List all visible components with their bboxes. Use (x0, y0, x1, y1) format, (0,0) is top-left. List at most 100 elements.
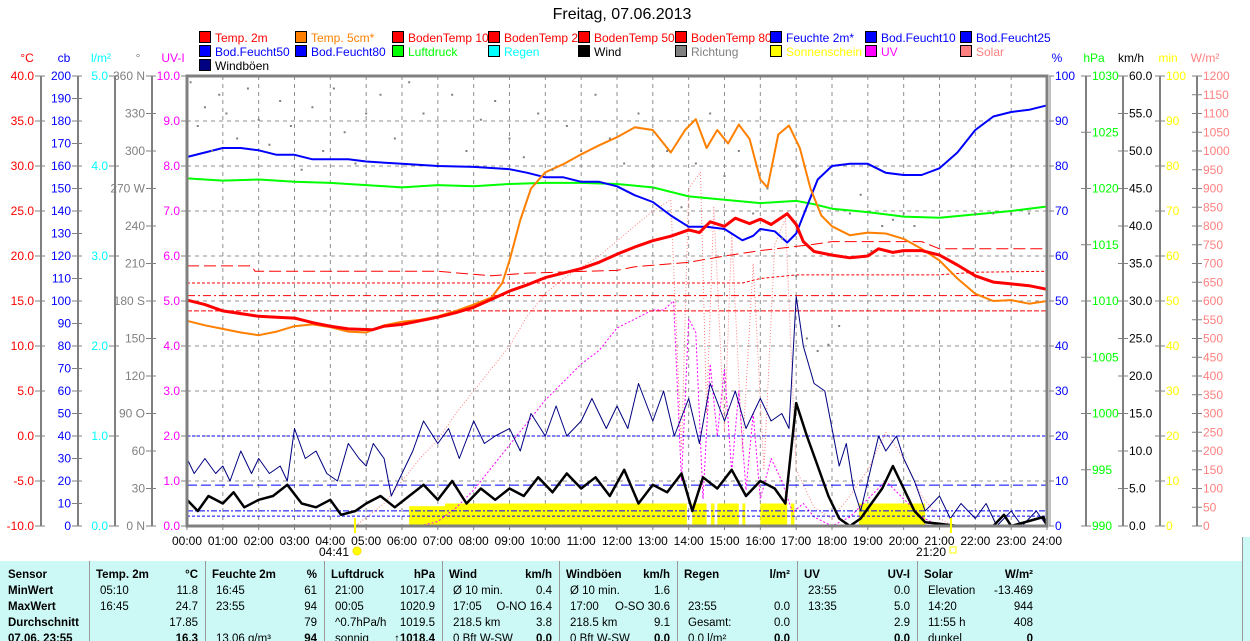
legend-item[interactable]: Solar (960, 45, 1004, 59)
legend-label: Luftdruck (408, 45, 458, 59)
legend-label: Temp. 2m (215, 31, 268, 45)
table-cell-text: 218.5 km (453, 617, 501, 629)
wm2-tick-label: 500 (1203, 332, 1223, 346)
wm2-tick-label: 350 (1203, 388, 1223, 402)
cb-tick-label: 160 (51, 159, 71, 173)
table-cell-text: 17:00 (570, 601, 599, 613)
c-tick-label: 40.0 (11, 69, 35, 83)
pct-tick-label: 10 (1055, 474, 1069, 488)
table-cell-value: 5.0 (894, 601, 910, 613)
table-column: UV UV-I 23:55 0.0 13:35 5.0 2.9 0.0 (797, 561, 918, 641)
legend-item[interactable]: Feuchte 2m* (770, 31, 854, 45)
c-tick-label: 35.0 (11, 114, 35, 128)
richtung-point (211, 150, 214, 152)
deg-tick-label: 360 N (113, 69, 145, 83)
lm2-tick-label: 2.0 (91, 339, 108, 353)
hpa-tick-label: 990 (1092, 519, 1112, 533)
richtung-point (268, 143, 271, 146)
table-cell-value: 0.0 (536, 633, 552, 641)
legend-item[interactable]: Bod.Feucht25 (960, 31, 1051, 45)
wm2-tick-label: 150 (1203, 463, 1223, 477)
table-cell-value: 3.8 (536, 617, 552, 629)
richtung-point (522, 156, 525, 159)
legend-item[interactable]: Temp. 5cm* (295, 31, 374, 45)
x-tick-label: 05:00 (351, 534, 381, 548)
column-unit: UV-I (887, 569, 910, 581)
deg-tick-label: 330 (125, 107, 145, 121)
kmh-tick-label: 45.0 (1129, 182, 1153, 196)
legend-item[interactable]: Bod.Feucht50 (199, 45, 290, 59)
x-tick-label: 15:00 (709, 534, 739, 548)
table-cell-text: 23:55 (216, 601, 245, 613)
legend-label: Bod.Feucht80 (311, 45, 386, 59)
table-cell-text: ^0.7hPa/h (335, 617, 387, 629)
min-tick-label: 50 (1166, 294, 1180, 308)
x-tick-label: 17:00 (781, 534, 811, 548)
legend-item[interactable]: Luftdruck (392, 45, 457, 59)
cb-tick-label: 90 (58, 317, 72, 331)
deg-axis-title: ° (136, 51, 141, 65)
x-tick-label: 03:00 (279, 534, 309, 548)
richtung-point (694, 162, 697, 165)
legend-item[interactable]: Bod.Feucht80 (295, 45, 386, 59)
richtung-point (680, 206, 683, 209)
x-axis: 00:00 01:00 02:00 03:00 04:00 05:00 06:00 07:00… (172, 526, 1062, 548)
table-column: Solar W/m² Elevation -13.469 14:20 944 11:55 h… (917, 561, 1041, 641)
richtung-point (608, 137, 611, 140)
legend-item[interactable]: BodenTemp 80 (675, 31, 772, 45)
wm2-tick-label: 950 (1203, 163, 1223, 177)
statistics-table: Sensor MinWert MaxWert Durchschnitt 07.06. 2… (0, 561, 1242, 641)
pct-tick-label: 100 (1055, 69, 1075, 83)
kmh-tick-label: 35.0 (1129, 257, 1153, 271)
table-cell-value: 0.0 (894, 585, 910, 597)
richtung-point (780, 237, 783, 240)
pct-tick-label: 20 (1055, 429, 1069, 443)
wm2-tick-label: 750 (1203, 238, 1223, 252)
legend-item[interactable]: BodenTemp 10 (392, 31, 489, 45)
min-tick-label: 70 (1166, 204, 1180, 218)
legend-item[interactable]: Windböen (199, 59, 269, 73)
uv-axis-title: UV-I (161, 51, 184, 65)
legend-item[interactable]: Wind (578, 45, 621, 59)
uv-tick-label: 0.0 (163, 519, 180, 533)
hpa-tick-label: 1000 (1092, 407, 1119, 421)
cb-tick-label: 180 (51, 114, 71, 128)
table-cell-value: 0 (1026, 633, 1033, 641)
deg-tick-label: 0 N (126, 519, 145, 533)
table-column: Feuchte 2m% 16:45 61 23:55 94 79 13.06 g/m³ 94 (205, 561, 325, 641)
legend-item[interactable]: BodenTemp 25 (488, 31, 585, 45)
scrollbar[interactable] (1242, 537, 1250, 641)
min-tick-label: 80 (1166, 159, 1180, 173)
legend-item[interactable]: Bod.Feucht10 (865, 31, 956, 45)
table-column: Sensor MinWert MaxWert Durchschnitt 07.06. 2… (0, 561, 89, 641)
kmh-tick-label: 15.0 (1129, 407, 1153, 421)
column-header: Wind (449, 569, 477, 581)
legend-item[interactable]: Temp. 2m (199, 31, 268, 45)
cb-tick-label: 60 (58, 384, 72, 398)
uv-tick-label: 6.0 (163, 249, 180, 263)
richtung-point (623, 162, 626, 165)
legend-item[interactable]: BodenTemp 50 (578, 31, 675, 45)
legend-item[interactable]: Sonnenschein (770, 45, 862, 59)
column-header: UV (804, 569, 820, 581)
table-cell-value: 0.0 (894, 633, 910, 641)
richtung-point (246, 87, 249, 90)
kmh-tick-label: 40.0 (1129, 219, 1153, 233)
richtung-point (393, 137, 396, 140)
richtung-point (723, 175, 726, 177)
legend-label: Temp. 5cm* (311, 31, 375, 45)
legend-swatch (199, 45, 211, 57)
richtung-point (565, 125, 568, 127)
wm2-tick-label: 650 (1203, 275, 1223, 289)
legend-item[interactable]: Regen (488, 45, 539, 59)
legend-item[interactable]: Richtung (675, 45, 738, 59)
solar-line (355, 171, 955, 527)
legend-item[interactable]: UV (865, 45, 898, 59)
table-cell-value: 0.0 (654, 633, 670, 641)
luftdruck-line (186, 177, 1048, 219)
legend-swatch (578, 45, 590, 57)
column-header: Windböen (566, 569, 622, 581)
richtung-point (827, 343, 830, 346)
sunrise-time: 04:41 (319, 545, 349, 559)
wm2-tick-label: 550 (1203, 313, 1223, 327)
